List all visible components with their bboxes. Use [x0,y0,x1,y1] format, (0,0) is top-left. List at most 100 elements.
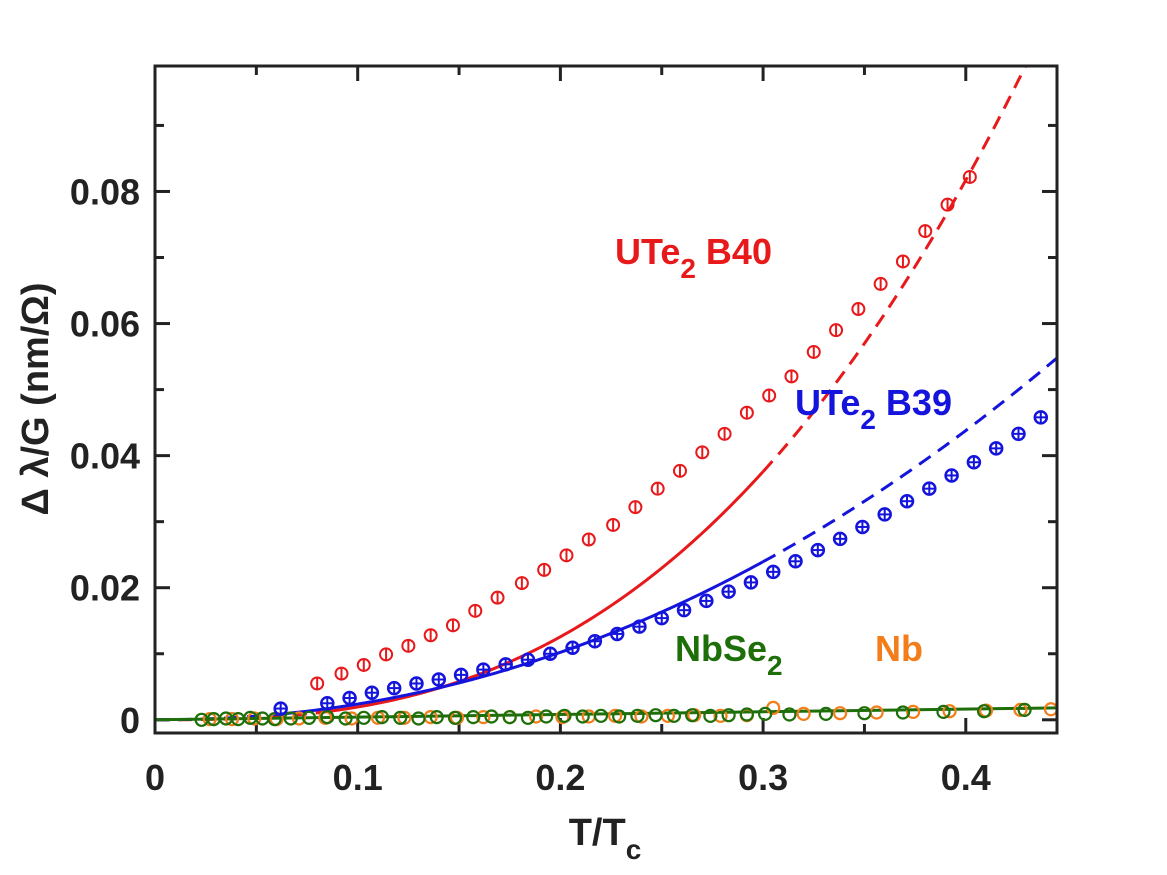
data-point [942,704,957,719]
data-point [895,705,911,720]
y-tick-label: 0 [120,700,140,741]
data-point [1013,702,1028,717]
data-point [411,711,426,726]
data-point [401,638,416,653]
plot-frame [153,64,1059,735]
data-point [905,704,921,719]
data-point [918,224,933,239]
data-point [829,323,844,338]
data-point [502,710,517,725]
data-point [713,708,728,723]
fit-curve-ute2-b40-high [761,65,1027,473]
data-point [593,708,609,723]
data-point [612,709,627,724]
data-point [334,666,349,681]
data-point [445,618,460,633]
data-point [940,197,955,212]
data-point [739,707,754,722]
data-point [320,710,335,725]
data-point [1017,702,1032,717]
data-point [423,628,438,643]
data-point [717,426,732,441]
data-point [484,709,499,724]
data-point [379,647,394,662]
data-point [537,562,552,577]
data-point [666,708,682,723]
data-point [818,706,834,721]
data-point [393,710,408,725]
data-point [447,710,463,725]
data-point [758,706,773,721]
series-label-nb: Nb [875,628,923,669]
data-points [194,169,1059,727]
data-point [695,445,710,460]
series-label-ute2-b40: UTe2 B40 [615,231,772,284]
data-point [857,706,872,721]
x-tick-label: 0.2 [535,757,585,798]
data-point [782,707,797,722]
x-tick-label: 0.3 [738,757,788,798]
data-point [762,388,777,403]
data-point [648,708,663,723]
data-point [806,344,821,359]
data-point [895,254,910,269]
data-point [606,517,621,532]
data-point [685,708,700,723]
y-tick-label: 0.06 [70,304,140,345]
data-point [356,657,371,672]
data-point [466,710,481,725]
data-point [784,369,799,384]
y-tick-label: 0.02 [70,568,140,609]
data-point [581,532,596,547]
data-point [397,710,412,725]
data-point [514,576,529,591]
data-point [936,704,951,719]
data-point [528,709,544,724]
data-point [833,706,848,721]
data-point [202,712,217,727]
data-point [291,711,307,726]
data-point [976,704,992,719]
data-point [962,169,977,184]
x-axis-label: T/Tc [569,812,642,865]
data-point [476,710,491,725]
data-point [703,708,718,723]
data-point [356,710,371,725]
data-point [557,708,572,723]
data-point [468,603,483,618]
tick-labels: 0 0.1 0.2 0.3 0.4 0 0.02 0.04 0.06 0.08 [70,171,991,798]
data-point [224,712,240,727]
fit-curve-ute2-b39-high [762,356,1058,564]
y-axis-label: Δ λ/G (nm/Ω) [15,282,57,515]
data-point [851,302,866,317]
data-point [796,706,811,721]
data-point [672,463,687,478]
data-point [490,590,505,605]
data-point [873,276,888,291]
data-point [630,708,645,723]
data-point [310,676,325,691]
data-point [628,500,643,515]
data-point [283,711,298,726]
data-point [539,709,554,724]
y-tick-label: 0.04 [70,436,140,477]
data-point [721,708,736,723]
x-tick-label: 0.1 [333,757,383,798]
data-point [650,481,665,496]
series-label-nbse2: NbSe2 [675,628,783,681]
data-point [374,710,390,725]
data-point [301,710,317,725]
data-point [267,712,282,727]
series-label-ute2-b39: UTe2 B39 [795,382,952,435]
data-point [575,709,590,724]
x-tick-label: 0.4 [941,757,991,798]
data-point [520,710,536,725]
x-tick-label: 0 [145,757,165,798]
data-point [338,711,353,726]
fit-curve-ute2-b39 [276,560,764,716]
data-point [739,405,754,420]
fit-curve-ute2-b40 [321,470,765,714]
y-tick-label: 0.08 [70,171,140,212]
